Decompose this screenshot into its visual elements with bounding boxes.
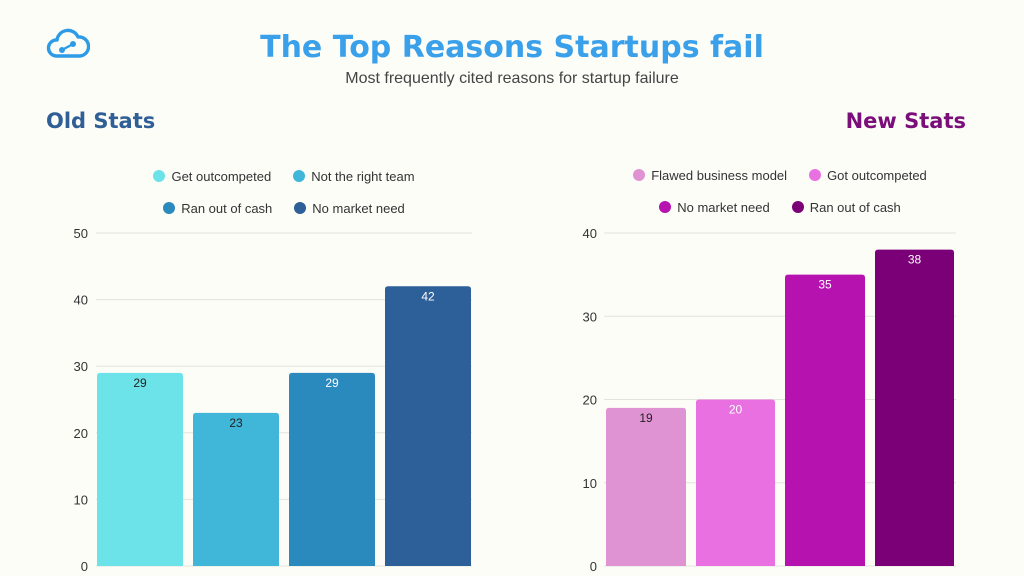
old-bar-value-label: 42 <box>421 289 435 303</box>
new-bar-value-label: 38 <box>908 253 922 267</box>
y-tick-label: 50 <box>74 226 88 241</box>
legend-item: Got outcompeted <box>809 168 927 183</box>
legend-swatch <box>153 170 166 182</box>
old-bar-1 <box>97 372 183 566</box>
old-bar-value-label: 29 <box>325 376 339 390</box>
legend-label: Not the right team <box>311 168 415 184</box>
old-bar-3 <box>289 372 375 566</box>
legend-swatch <box>809 169 822 181</box>
old-bar-value-label: 23 <box>229 416 243 430</box>
y-tick-label: 10 <box>583 476 597 491</box>
cloud-network-icon <box>46 28 90 58</box>
legend-label: Flawed business model <box>651 167 788 183</box>
old-bar-2 <box>193 412 279 566</box>
legend-label: Ran out of cash <box>181 200 273 216</box>
y-tick-label: 30 <box>583 309 597 324</box>
new-bar-4 <box>875 249 954 566</box>
old-stats-title: Old Stats <box>46 109 156 133</box>
y-tick-label: 40 <box>74 293 88 308</box>
legend-item: No market need <box>294 201 405 216</box>
old-bar-4 <box>385 286 471 566</box>
old-bar-value-label: 29 <box>133 376 147 390</box>
new-stats-legend: Flawed business model Got outcompeted No… <box>604 159 956 223</box>
old-stats-legend: Get outcompeted Not the right team Ran o… <box>96 160 472 224</box>
page-title: The Top Reasons Startups fail <box>260 30 764 65</box>
y-tick-label: 0 <box>590 559 597 574</box>
legend-swatch <box>791 201 804 213</box>
legend-swatch <box>659 201 672 213</box>
new-stats-title: New Stats <box>845 109 966 133</box>
new-bar-value-label: 19 <box>639 411 653 425</box>
y-tick-label: 10 <box>74 492 88 507</box>
legend-item: Flawed business model <box>633 168 787 183</box>
legend-label: Got outcompeted <box>827 167 927 183</box>
y-tick-label: 0 <box>81 559 88 574</box>
legend-swatch <box>294 202 307 214</box>
legend-label: Get outcompeted <box>171 168 272 184</box>
legend-label: Ran out of cash <box>809 199 901 215</box>
legend-label: No market need <box>677 199 770 215</box>
y-tick-label: 20 <box>74 426 88 441</box>
legend-item: Ran out of cash <box>791 199 901 215</box>
new-bar-value-label: 20 <box>729 403 743 417</box>
legend-item: Ran out of cash <box>163 201 272 216</box>
new-bar-2 <box>696 399 775 566</box>
new-bar-value-label: 35 <box>818 278 832 292</box>
legend-item: No market need <box>659 200 770 215</box>
new-bar-3 <box>785 274 865 566</box>
y-tick-label: 40 <box>583 226 597 241</box>
y-tick-label: 30 <box>74 359 88 374</box>
legend-swatch <box>293 170 306 182</box>
legend-item: Not the right team <box>293 168 415 184</box>
legend-label: No market need <box>312 200 405 216</box>
legend-swatch <box>163 202 176 214</box>
page-subtitle: Most frequently cited reasons for startu… <box>345 70 679 87</box>
y-tick-label: 20 <box>583 393 597 408</box>
legend-swatch <box>633 169 646 181</box>
new-bar-1 <box>606 407 686 566</box>
legend-item: Get outcompeted <box>153 169 271 184</box>
